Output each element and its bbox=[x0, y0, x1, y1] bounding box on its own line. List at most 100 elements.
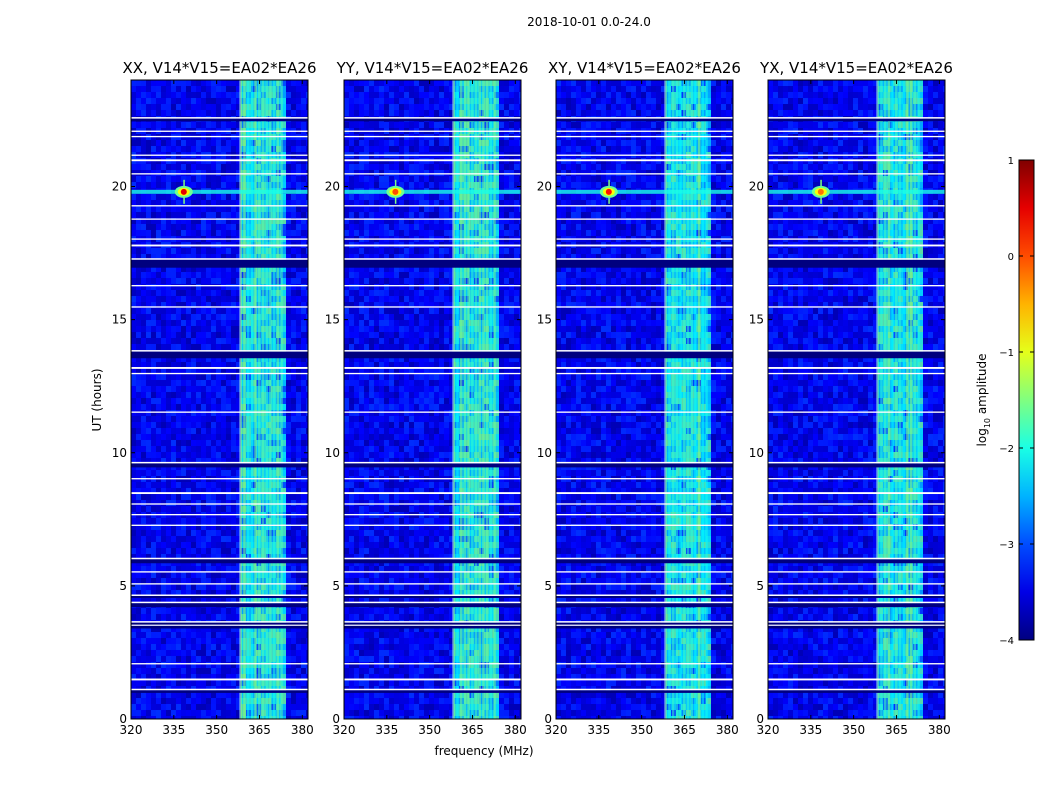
heatmap-cell bbox=[141, 374, 146, 380]
heatmap-cell bbox=[251, 356, 256, 362]
heatmap-cell bbox=[201, 506, 206, 512]
heatmap-cell bbox=[444, 80, 449, 86]
heatmap-cell bbox=[504, 230, 509, 236]
heatmap-cell bbox=[399, 176, 404, 182]
heatmap-cell bbox=[379, 92, 384, 98]
heatmap-cell bbox=[186, 428, 191, 434]
heatmap-cell bbox=[201, 176, 206, 182]
heatmap-cell bbox=[186, 248, 191, 254]
heatmap-cell bbox=[251, 494, 256, 500]
heatmap-cell bbox=[161, 206, 166, 212]
heatmap-cell bbox=[196, 212, 201, 218]
heatmap-cell bbox=[171, 422, 176, 428]
heatmap-cell bbox=[221, 344, 226, 350]
heatmap-cell bbox=[301, 530, 306, 536]
heatmap-cell bbox=[306, 716, 308, 719]
heatmap-cell bbox=[216, 554, 221, 560]
heatmap-cell bbox=[439, 170, 444, 176]
heatmap-cell bbox=[424, 212, 429, 218]
heatmap-cell bbox=[281, 692, 286, 698]
heatmap-cell bbox=[166, 428, 171, 434]
heatmap-cell bbox=[344, 170, 349, 176]
heatmap-cell bbox=[354, 224, 359, 230]
heatmap-cell bbox=[236, 182, 241, 188]
heatmap-cell bbox=[186, 626, 191, 632]
heatmap-cell bbox=[211, 266, 216, 272]
heatmap-cell bbox=[156, 680, 161, 686]
heatmap-cell bbox=[236, 284, 241, 290]
heatmap-cell bbox=[344, 110, 349, 116]
heatmap-cell bbox=[156, 248, 161, 254]
heatmap-cell bbox=[236, 572, 241, 578]
heatmap-cell bbox=[394, 140, 399, 146]
heatmap-cell bbox=[216, 140, 221, 146]
heatmap-cell bbox=[504, 164, 509, 170]
heatmap-cell bbox=[216, 716, 221, 719]
heatmap-cell bbox=[354, 212, 359, 218]
heatmap-cell bbox=[519, 248, 521, 254]
heatmap-cell bbox=[301, 212, 306, 218]
heatmap-cell bbox=[221, 284, 226, 290]
heatmap-cell bbox=[176, 662, 181, 668]
heatmap-cell bbox=[176, 248, 181, 254]
heatmap-cell bbox=[306, 200, 308, 206]
heatmap-cell bbox=[306, 314, 308, 320]
heatmap-cell bbox=[236, 248, 241, 254]
heatmap-cell bbox=[291, 320, 296, 326]
heatmap-cell bbox=[291, 326, 296, 332]
heatmap-cell bbox=[191, 320, 196, 326]
heatmap-cell bbox=[281, 698, 286, 704]
heatmap-cell bbox=[161, 326, 166, 332]
heatmap-cell bbox=[301, 692, 306, 698]
heatmap-cell bbox=[301, 428, 306, 434]
heatmap-cell bbox=[306, 92, 308, 98]
heatmap-cell bbox=[306, 290, 308, 296]
heatmap-cell bbox=[176, 332, 181, 338]
heatmap-cell bbox=[266, 182, 271, 188]
heatmap-cell bbox=[206, 608, 211, 614]
heatmap-cell bbox=[221, 692, 226, 698]
heatmap-cell bbox=[236, 500, 241, 506]
heatmap-cell bbox=[166, 656, 171, 662]
heatmap-cell bbox=[286, 218, 291, 224]
heatmap-cell bbox=[216, 230, 221, 236]
heatmap-cell bbox=[201, 596, 206, 602]
heatmap-cell bbox=[136, 692, 141, 698]
heatmap-cell bbox=[384, 218, 389, 224]
heatmap-cell bbox=[404, 104, 409, 110]
heatmap-cell bbox=[171, 308, 176, 314]
heatmap-cell bbox=[414, 110, 419, 116]
heatmap-cell bbox=[156, 230, 161, 236]
heatmap-cell bbox=[196, 80, 201, 86]
data-gap bbox=[131, 411, 308, 413]
heatmap-cell bbox=[146, 170, 151, 176]
heatmap-cell bbox=[464, 110, 469, 116]
heatmap-cell bbox=[146, 680, 151, 686]
data-gap bbox=[131, 372, 308, 375]
heatmap-cell bbox=[201, 392, 206, 398]
heatmap-cell bbox=[131, 110, 136, 116]
heatmap-cell bbox=[171, 548, 176, 554]
heatmap-cell bbox=[266, 710, 271, 716]
heatmap-cell bbox=[196, 578, 201, 584]
heatmap-cell bbox=[374, 182, 379, 188]
heatmap-cell bbox=[176, 644, 181, 650]
heatmap-cell bbox=[211, 704, 216, 710]
heatmap-cell bbox=[201, 278, 206, 284]
heatmap-cell bbox=[221, 440, 226, 446]
heatmap-cell bbox=[221, 422, 226, 428]
heatmap-cell bbox=[211, 218, 216, 224]
heatmap-cell bbox=[206, 674, 211, 680]
heatmap-cell bbox=[196, 338, 201, 344]
heatmap-cell bbox=[286, 290, 291, 296]
heatmap-cell bbox=[409, 218, 414, 224]
heatmap-cell bbox=[221, 386, 226, 392]
heatmap-cell bbox=[196, 218, 201, 224]
heatmap-cell bbox=[196, 626, 201, 632]
heatmap-cell bbox=[196, 668, 201, 674]
heatmap-cell bbox=[206, 218, 211, 224]
heatmap-cell bbox=[146, 542, 151, 548]
heatmap-cell bbox=[354, 140, 359, 146]
heatmap-cell bbox=[171, 104, 176, 110]
heatmap-cell bbox=[291, 176, 296, 182]
